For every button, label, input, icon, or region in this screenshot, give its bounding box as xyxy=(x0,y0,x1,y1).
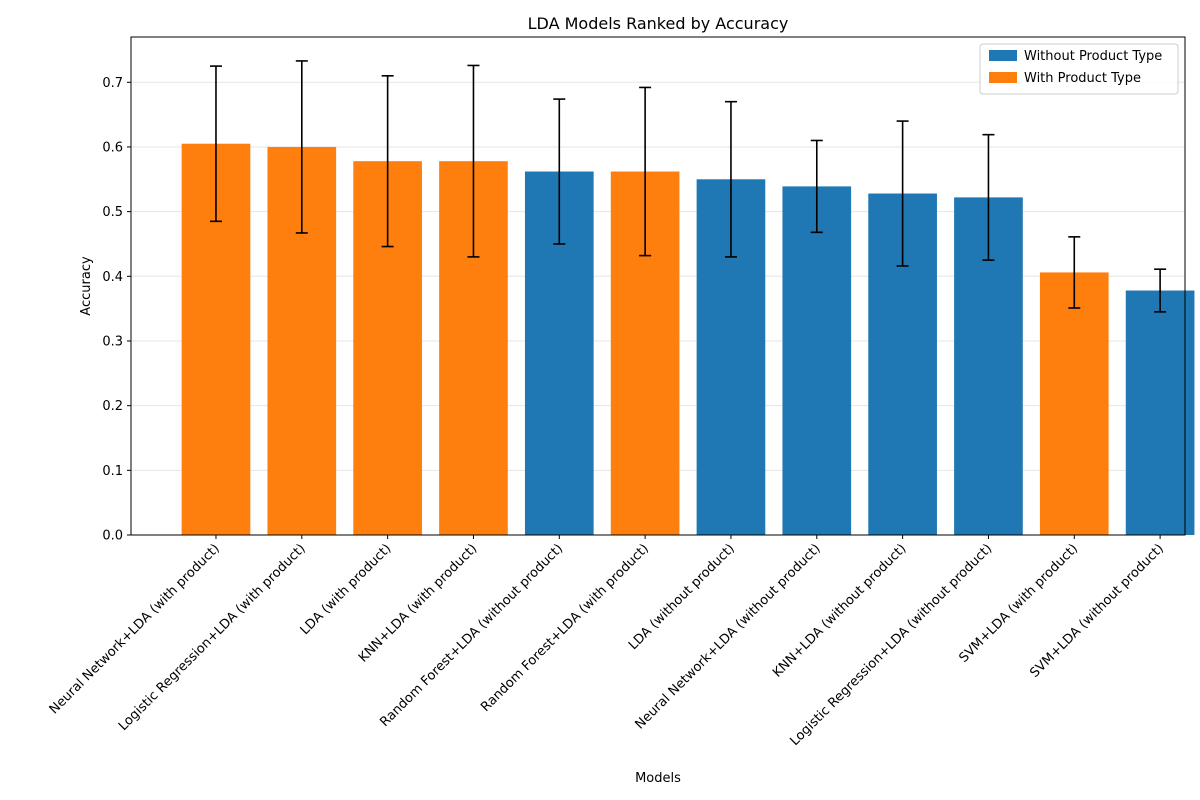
y-tick-label: 0.4 xyxy=(102,270,123,285)
bar xyxy=(782,186,852,535)
y-tick-label: 0.6 xyxy=(102,140,123,155)
legend: Without Product Type With Product Type xyxy=(979,43,1179,95)
y-tick-label: 0.1 xyxy=(102,464,123,479)
legend-label-with: With Product Type xyxy=(1024,71,1141,86)
x-axis-title: Models xyxy=(635,771,681,786)
y-tick-label: 0.7 xyxy=(102,76,123,91)
bars xyxy=(181,143,1195,536)
bar xyxy=(1125,290,1195,535)
legend-swatch-without xyxy=(989,50,1017,61)
y-axis-title: Accuracy xyxy=(79,256,94,316)
y-tick-label: 0.5 xyxy=(102,205,123,220)
bar xyxy=(1039,272,1109,535)
plot-frame xyxy=(130,36,1186,536)
y-tick-label: 0.2 xyxy=(102,399,123,414)
y-tick-label: 0.0 xyxy=(102,529,123,544)
y-axis-ticks: 0.0 0.1 0.2 0.3 0.4 0.5 0.6 0.7 xyxy=(102,76,131,544)
legend-label-without: Without Product Type xyxy=(1024,49,1162,64)
y-tick-label: 0.3 xyxy=(102,334,123,349)
legend-box xyxy=(979,43,1179,95)
error-bars xyxy=(209,60,1167,313)
chart-title: LDA Models Ranked by Accuracy xyxy=(528,14,789,33)
legend-swatch-with xyxy=(989,72,1017,83)
